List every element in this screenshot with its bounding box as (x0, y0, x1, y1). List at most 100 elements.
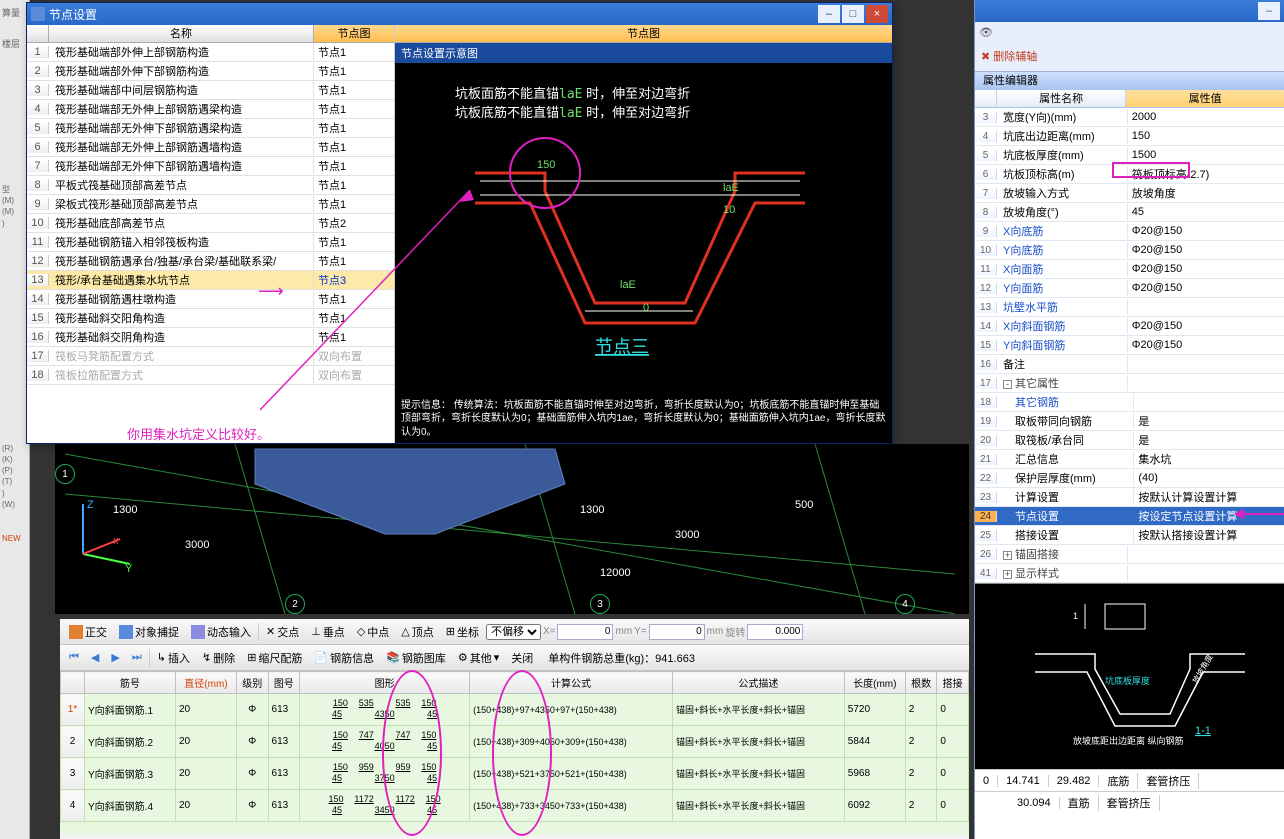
delete-button[interactable]: ↯ 删除 (197, 647, 240, 669)
node-row[interactable]: 13筏形/承台基础遇集水坑节点节点3 (27, 271, 394, 290)
col-header-name: 名称 (49, 25, 314, 42)
svg-text:laE: laE (723, 182, 739, 194)
preview-canvas: 坑板面筋不能直锚laE 时，伸至对边弯折 坑板底筋不能直锚laE 时，伸至对边弯… (395, 63, 892, 395)
property-row[interactable]: 3宽度(Y向)(mm)2000 (975, 108, 1284, 127)
ortho-toggle[interactable]: 正交 (64, 621, 112, 643)
minimize-button[interactable]: – (818, 5, 840, 23)
dialog-titlebar[interactable]: 节点设置 – □ × (27, 3, 892, 25)
cad-viewport[interactable]: Z x Y 1300 3000 1300 3000 500 12000 1 2 … (55, 444, 969, 614)
node-row[interactable]: 8平板式筏基础顶部高差节点节点1 (27, 176, 394, 195)
property-row[interactable]: 7放坡输入方式放坡角度 (975, 184, 1284, 203)
property-row[interactable]: 25搭接设置按默认搭接设置计算 (975, 526, 1284, 545)
other-button[interactable]: ⚙ 其他 ▾ (453, 647, 504, 669)
snap-cross[interactable]: ✕ 交点 (261, 621, 304, 643)
dialog-title: 节点设置 (49, 6, 816, 23)
node-row[interactable]: 3筏形基础端部中间层钢筋构造节点1 (27, 81, 394, 100)
property-row[interactable]: 22保护层厚度(mm)(40) (975, 469, 1284, 488)
close-button[interactable]: × (866, 5, 888, 23)
offset-select[interactable]: 不偏移 (486, 624, 541, 640)
property-row[interactable]: 15Y向斜面钢筋Φ20@150 (975, 336, 1284, 355)
node-row[interactable]: 14筏形基础钢筋遇柱墩构造节点1 (27, 290, 394, 309)
nav-prev[interactable]: ◀ (86, 648, 104, 667)
col-header-img: 节点图 (314, 25, 394, 42)
property-row[interactable]: 11X向面筋Φ20@150 (975, 260, 1284, 279)
node-settings-dialog: 节点设置 – □ × 名称 节点图 1筏形基础端部外伸上部钢筋构造节点12筏形基… (26, 2, 893, 444)
property-row[interactable]: 5坑底板厚度(mm)1500 (975, 146, 1284, 165)
rebar-table[interactable]: 筋号直径(mm)级别图号图形计算公式公式描述长度(mm)根数搭接 1* Y向斜面… (60, 671, 969, 835)
preview-description: 坑板面筋不能直锚laE 时，伸至对边弯折 坑板底筋不能直锚laE 时，伸至对边弯… (455, 83, 690, 121)
nav-last[interactable]: ⏭ (127, 648, 147, 667)
delete-aux-button[interactable]: ✖ 删除辅轴 (981, 48, 1037, 64)
property-row[interactable]: 8放坡角度(°)45 (975, 203, 1284, 222)
annotation-text: 你用集水坑定义比较好。 (27, 416, 394, 443)
snap-mid[interactable]: ◇ 中点 (352, 621, 394, 643)
rebar-lib-button[interactable]: 📚 钢筋图库 (381, 647, 451, 669)
rotation-input[interactable] (747, 624, 803, 640)
annotation-arrow: ⟶ (258, 281, 284, 302)
dim-label: 3000 (675, 529, 699, 541)
dyn-input-toggle[interactable]: 动态输入 (186, 621, 256, 643)
maximize-button[interactable]: □ (842, 5, 864, 23)
node-row[interactable]: 7筏形基础端部无外伸下部钢筋遇墙构造节点1 (27, 157, 394, 176)
svg-text:x: x (113, 535, 119, 547)
node-row[interactable]: 4筏形基础端部无外伸上部钢筋遇梁构造节点1 (27, 100, 394, 119)
right-preview-canvas: 1 坑底板厚度 放坡底距出边距离 纵向钢筋 1-1 放坡角度 (975, 583, 1284, 769)
x-input[interactable] (557, 624, 613, 640)
svg-text:1-1: 1-1 (1195, 725, 1211, 737)
property-row[interactable]: 23计算设置按默认计算设置计算 (975, 488, 1284, 507)
property-row[interactable]: 16备注 (975, 355, 1284, 374)
y-input[interactable] (649, 624, 705, 640)
property-row[interactable]: 19取板带同向钢筋是 (975, 412, 1284, 431)
property-row[interactable]: 14X向斜面钢筋Φ20@150 (975, 317, 1284, 336)
total-weight-label: 单构件钢筋总重(kg)：941.663 (548, 650, 695, 666)
rebar-row[interactable]: 3 Y向斜面钢筋.320Φ613 150 959 959 15045 3750 … (61, 758, 969, 790)
app-icon (31, 7, 45, 21)
node-row[interactable]: 5筏形基础端部无外伸下部钢筋遇梁构造节点1 (27, 119, 394, 138)
nav-next[interactable]: ▶ (106, 648, 124, 667)
rebar-info-button[interactable]: 📄 钢筋信息 (309, 647, 379, 669)
property-headers: 属性名称 属性值 (975, 90, 1284, 108)
node-row[interactable]: 15筏形基础斜交阳角构造节点1 (27, 309, 394, 328)
property-row[interactable]: 9X向底筋Φ20@150 (975, 222, 1284, 241)
property-row[interactable]: 21汇总信息集水坑 (975, 450, 1284, 469)
rebar-row[interactable]: 4 Y向斜面钢筋.420Φ613 150 1172 1172 15045 345… (61, 790, 969, 822)
node-row[interactable]: 18筏板拉筋配置方式双向布置 (27, 366, 394, 385)
hint-panel: 提示信息： 传统算法：坑板面筋不能直锚时伸至对边弯折，弯折长度默认为0；坑板底筋… (395, 395, 892, 444)
property-row[interactable]: 6坑板顶标高(m)筏板顶标高-2.7) (975, 165, 1284, 184)
snap-vertex[interactable]: △ 顶点 (396, 621, 438, 643)
osnap-toggle[interactable]: 对象捕捉 (114, 621, 184, 643)
property-row[interactable]: 17-其它属性 (975, 374, 1284, 393)
snap-perp[interactable]: ⊥ 垂点 (306, 621, 350, 643)
property-rows-container[interactable]: 3宽度(Y向)(mm)20004坑底出边距离(mm)1505坑底板厚度(mm)1… (975, 108, 1284, 583)
property-row[interactable]: 18其它钢筋 (975, 393, 1284, 412)
scale-rebar-button[interactable]: ⊞ 缩尺配筋 (242, 647, 307, 669)
svg-text:laE: laE (620, 279, 636, 291)
property-row[interactable]: 41+显示样式 (975, 564, 1284, 583)
node-row[interactable]: 12筏形基础钢筋遇承台/独基/承台梁/基础联系梁/节点1 (27, 252, 394, 271)
insert-button[interactable]: ↳ 插入 (152, 647, 195, 669)
rebar-row[interactable]: 1* Y向斜面钢筋.120Φ613 150 535 535 15045 4350… (61, 694, 969, 726)
node-row[interactable]: 11筏形基础钢筋锚入相邻筏板构造节点1 (27, 233, 394, 252)
node-row[interactable]: 2筏形基础端部外伸下部钢筋构造节点1 (27, 62, 394, 81)
node-row[interactable]: 16筏形基础斜交阴角构造节点1 (27, 328, 394, 347)
property-row[interactable]: 24节点设置按设定节点设置计算 (975, 507, 1284, 526)
svg-text:Z: Z (87, 499, 94, 511)
snap-toolbar: 正交 对象捕捉 动态输入 ✕ 交点 ⊥ 垂点 ◇ 中点 △ 顶点 ⊞ 坐标 不偏… (60, 619, 969, 645)
rebar-row[interactable]: 2 Y向斜面钢筋.220Φ613 150 747 747 15045 4050 … (61, 726, 969, 758)
node-row[interactable]: 17筏板马凳筋配置方式双向布置 (27, 347, 394, 366)
property-row[interactable]: 20取筏板/承台同是 (975, 431, 1284, 450)
property-row[interactable]: 10Y向底筋Φ20@150 (975, 241, 1284, 260)
node-row[interactable]: 10筏形基础底部高差节点节点2 (27, 214, 394, 233)
snap-coord[interactable]: ⊞ 坐标 (441, 621, 484, 643)
svg-text:Y: Y (125, 563, 133, 575)
close-button-2[interactable]: 关闭 (506, 647, 538, 669)
node-row[interactable]: 6筏形基础端部无外伸上部钢筋遇墙构造节点1 (27, 138, 394, 157)
node-row[interactable]: 9梁板式筏形基础顶部高差节点节点1 (27, 195, 394, 214)
nav-first[interactable]: ⏮ (64, 648, 84, 667)
property-row[interactable]: 13坑壁水平筋 (975, 298, 1284, 317)
property-row[interactable]: 12Y向面筋Φ20@150 (975, 279, 1284, 298)
node-row[interactable]: 1筏形基础端部外伸上部钢筋构造节点1 (27, 43, 394, 62)
property-row[interactable]: 4坑底出边距离(mm)150 (975, 127, 1284, 146)
property-row[interactable]: 26+锚固搭接 (975, 545, 1284, 564)
minimize-button[interactable]: – (1258, 2, 1280, 20)
